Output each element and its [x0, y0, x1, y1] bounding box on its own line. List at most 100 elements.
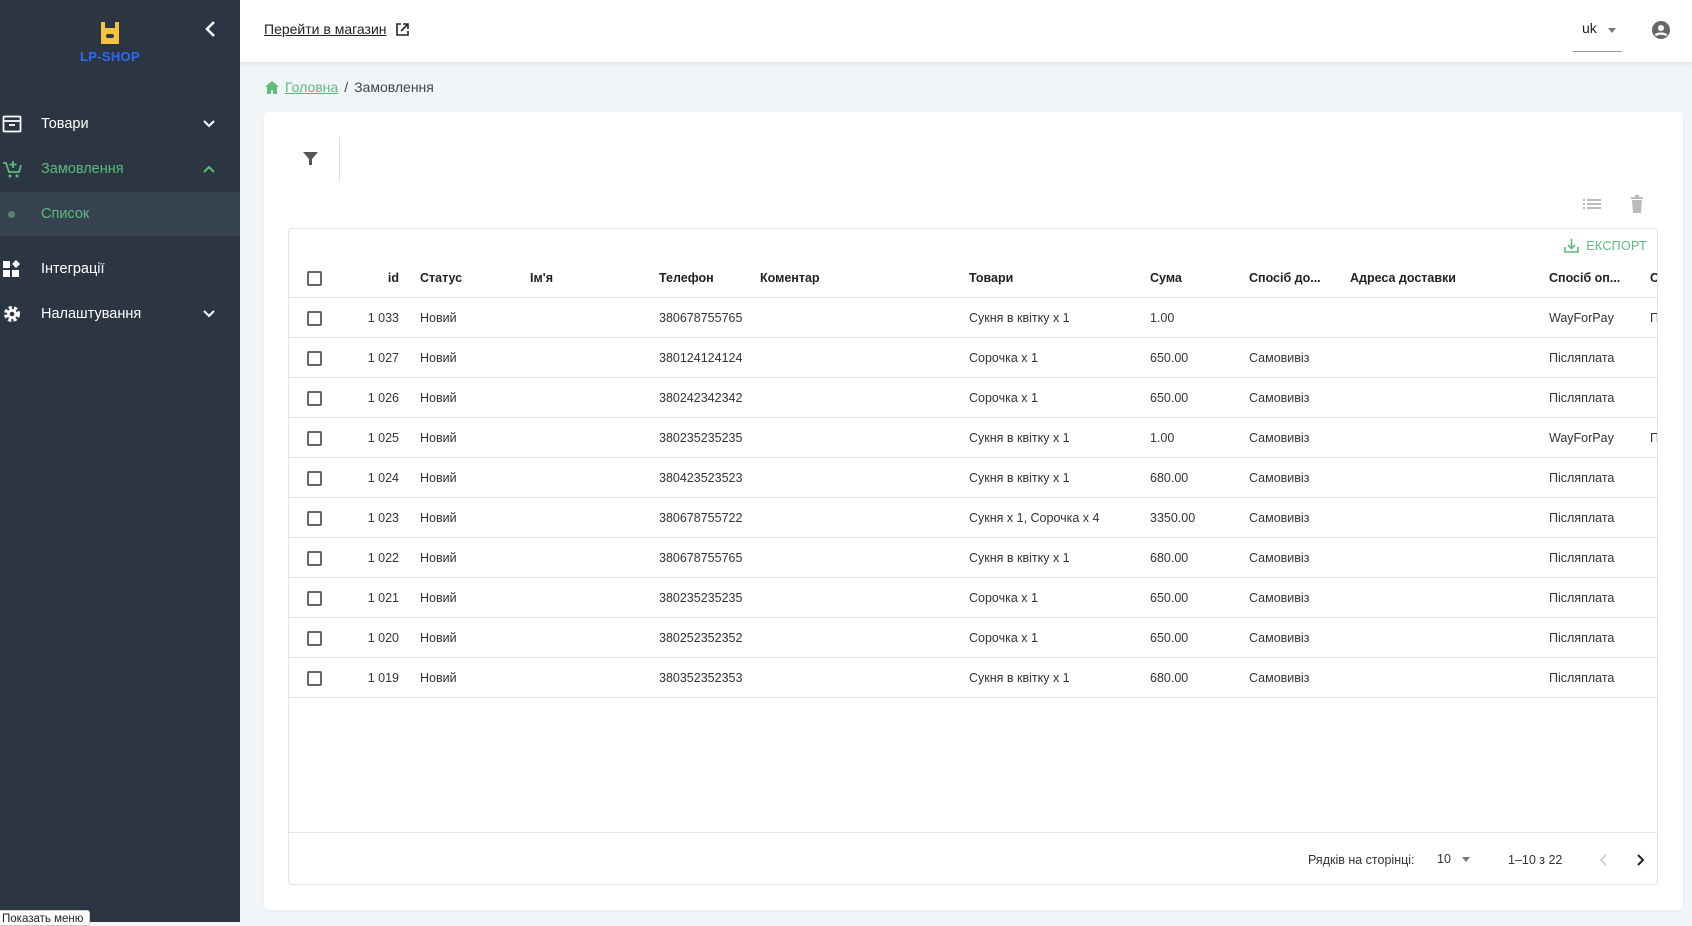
cell-order-id: 1 019 [367, 671, 399, 685]
table-row[interactable]: 1 033 Новий 380678755765 Сукня в квітку x 1… [289, 298, 1657, 338]
bullet-icon [8, 210, 15, 218]
delete-icon[interactable] [1628, 195, 1646, 213]
cell-status: Новий [420, 471, 457, 485]
cell-delivery-method: Самовивіз [1249, 391, 1310, 405]
row-checkbox[interactable] [307, 671, 322, 686]
export-label: ЕКСПОРТ [1586, 238, 1647, 253]
row-checkbox[interactable] [307, 431, 322, 446]
page-range: 1–10 з 22 [1508, 853, 1563, 867]
orders-table: ЕКСПОРТ id Статус Ім'я Телефон Коментар … [288, 228, 1658, 885]
column-header-goods[interactable]: Товари [969, 271, 1014, 285]
sidebar-item-label: Список [41, 206, 90, 222]
sidebar-item-products[interactable]: Товари [0, 104, 240, 144]
cell-sum: 3350.00 [1150, 511, 1196, 525]
language-select[interactable]: uk [1573, 20, 1622, 52]
row-checkbox[interactable] [307, 631, 322, 646]
table-row[interactable]: 1 024 Новий 380423523523 Сукня в квітку x 1… [289, 458, 1657, 498]
cell-payment-method: Післяплата [1549, 551, 1615, 565]
cell-payment-method: Післяплата [1549, 351, 1615, 365]
list-view-icon[interactable] [1583, 195, 1601, 213]
row-checkbox[interactable] [307, 511, 322, 526]
cell-goods: Сорочка x 1 [969, 631, 1038, 645]
filter-icon[interactable] [303, 151, 318, 166]
table-row[interactable]: 1 025 Новий 380235235235 Сукня в квітку x 1… [289, 418, 1657, 458]
rows-per-page-value: 10 [1437, 852, 1451, 866]
cell-phone: 380124124124 [659, 351, 743, 365]
row-checkbox[interactable] [307, 311, 322, 326]
cell-phone: 380678755765 [659, 551, 743, 565]
cell-sum: 680.00 [1150, 471, 1189, 485]
cell-order-id: 1 020 [367, 631, 399, 645]
cell-phone: 380678755765 [659, 311, 743, 325]
cell-phone: 380235235235 [659, 431, 743, 445]
breadcrumb-home-link[interactable]: Головна [285, 79, 339, 95]
cell-delivery-method: Самовивіз [1249, 351, 1310, 365]
cell-delivery-method: Самовивіз [1249, 511, 1310, 525]
row-checkbox[interactable] [307, 471, 322, 486]
cell-delivery-method: Самовивіз [1249, 431, 1310, 445]
cell-goods: Сорочка x 1 [969, 591, 1038, 605]
table-row[interactable]: 1 020 Новий 380252352352 Сорочка x 1 650.00 С… [289, 618, 1657, 658]
account-icon[interactable] [1652, 21, 1670, 39]
download-icon [1564, 239, 1580, 253]
cell-delivery-method: Самовивіз [1249, 671, 1310, 685]
column-header-payment[interactable]: Спосіб оп... [1549, 271, 1621, 285]
column-header-id[interactable]: id [387, 271, 399, 285]
cell-extra: П [1650, 418, 1657, 458]
go-to-shop-link[interactable]: Перейти в магазин [264, 21, 410, 37]
logo-text: LP-SHOP [80, 49, 140, 64]
cell-phone: 380242342342 [659, 391, 743, 405]
rows-per-page-select[interactable]: 10 [1437, 839, 1471, 879]
column-header-address[interactable]: Адреса доставки [1350, 271, 1456, 285]
column-header-status[interactable]: Статус [420, 271, 463, 285]
cell-payment-method: Післяплата [1549, 511, 1615, 525]
language-value: uk [1582, 20, 1597, 36]
sidebar-item-orders[interactable]: Замовлення [0, 149, 240, 189]
cell-payment-method: Післяплата [1549, 391, 1615, 405]
select-all-checkbox[interactable] [307, 271, 322, 286]
sidebar-item-orders-list[interactable]: Список [0, 192, 240, 236]
cell-status: Новий [420, 591, 457, 605]
row-checkbox[interactable] [307, 591, 322, 606]
sidebar-item-settings[interactable]: Налаштування [0, 294, 240, 334]
previous-page-icon[interactable] [1599, 854, 1609, 866]
sidebar-item-label: Інтеграції [41, 261, 105, 277]
sidebar-item-integrations[interactable]: Інтеграції [0, 249, 240, 289]
cell-delivery-method: Самовивіз [1249, 471, 1310, 485]
cell-status: Новий [420, 311, 457, 325]
table-row[interactable]: 1 022 Новий 380678755765 Сукня в квітку x 1… [289, 538, 1657, 578]
table-row[interactable]: 1 019 Новий 380352352353 Сукня в квітку x 1… [289, 658, 1657, 698]
column-header-phone[interactable]: Телефон [659, 271, 714, 285]
column-header-extra[interactable]: С [1650, 258, 1657, 298]
breadcrumb-separator: / [344, 79, 349, 95]
logo[interactable]: LP-SHOP [0, 20, 220, 64]
cell-status: Новий [420, 671, 457, 685]
row-checkbox[interactable] [307, 351, 322, 366]
column-header-name[interactable]: Ім'я [530, 271, 553, 285]
table-row[interactable]: 1 023 Новий 380678755722 Сукня x 1, Сорочка… [289, 498, 1657, 538]
table-row[interactable]: 1 021 Новий 380235235235 Сорочка x 1 650.00 С… [289, 578, 1657, 618]
divider [339, 137, 340, 181]
show-menu-tooltip: Показать меню [0, 910, 91, 926]
row-checkbox[interactable] [307, 391, 322, 406]
next-page-icon[interactable] [1635, 854, 1645, 866]
cart-plus-icon [3, 161, 22, 178]
column-header-sum[interactable]: Сума [1150, 271, 1182, 285]
cell-sum: 680.00 [1150, 551, 1189, 565]
column-header-comment[interactable]: Коментар [760, 271, 820, 285]
cell-status: Новий [420, 431, 457, 445]
cell-phone: 380678755722 [659, 511, 743, 525]
column-header-delivery[interactable]: Спосіб до... [1249, 271, 1321, 285]
rows-per-page-label: Рядків на сторінці: [1308, 853, 1415, 867]
row-checkbox[interactable] [307, 551, 322, 566]
cell-extra: П [1650, 298, 1657, 338]
cell-phone: 380423523523 [659, 471, 743, 485]
cell-status: Новий [420, 351, 457, 365]
export-button[interactable]: ЕКСПОРТ [1564, 238, 1647, 253]
cell-order-id: 1 033 [367, 311, 399, 325]
gear-icon [4, 306, 20, 322]
collapse-sidebar-chevron-icon[interactable] [203, 20, 219, 38]
cell-payment-method: WayForPay [1549, 431, 1614, 445]
table-row[interactable]: 1 027 Новий 380124124124 Сорочка x 1 650.00 С… [289, 338, 1657, 378]
table-row[interactable]: 1 026 Новий 380242342342 Сорочка x 1 650.00 С… [289, 378, 1657, 418]
